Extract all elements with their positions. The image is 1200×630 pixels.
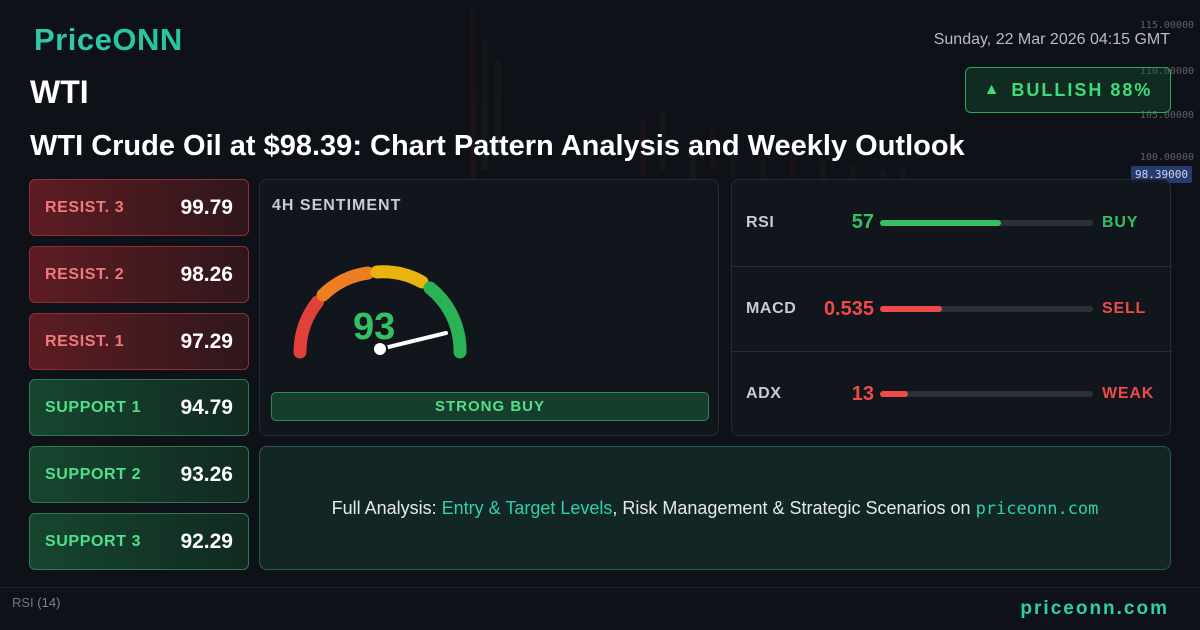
level-value: 94.79 xyxy=(180,395,233,419)
bias-badge: ▲ BULLISH 88% xyxy=(965,67,1171,113)
sentiment-signal: STRONG BUY xyxy=(271,392,709,421)
indicator-value: 0.535 xyxy=(823,297,874,320)
level-support-2: SUPPORT 2 93.26 xyxy=(29,446,249,503)
level-label: SUPPORT 2 xyxy=(45,465,142,483)
rsi-label: RSI xyxy=(12,595,34,610)
last-price-tag: 98.39000 xyxy=(1131,166,1192,183)
indicator-bar xyxy=(880,391,1093,397)
full-analysis-banner[interactable]: Full Analysis: Entry & Target Levels, Ri… xyxy=(259,446,1171,570)
level-label: SUPPORT 3 xyxy=(45,532,142,550)
indicator-name: RSI xyxy=(746,213,775,231)
level-resistance-1: RESIST. 1 97.29 xyxy=(29,313,249,370)
sentiment-score: 93 xyxy=(353,306,396,348)
level-support-1: SUPPORT 1 94.79 xyxy=(29,379,249,436)
indicator-bar-fill xyxy=(880,391,908,397)
indicator-name: ADX xyxy=(746,385,782,402)
gauge-arc-yellow xyxy=(370,265,429,289)
indicators-panel: RSI 57 BUY MACD 0.535 SELL ADX 13 WEAK xyxy=(731,179,1172,436)
level-value: 92.29 xyxy=(180,529,233,553)
axis-label: 105.00000 xyxy=(1139,110,1194,121)
level-value: 99.79 xyxy=(180,195,233,219)
indicator-bar-fill xyxy=(880,306,942,312)
gauge-arc-red xyxy=(293,295,324,359)
indicator-bar xyxy=(880,219,1093,226)
timestamp: Sunday, 22 Mar 2026 04:15 GMT xyxy=(933,31,1170,48)
indicator-row-adx: ADX 13 WEAK xyxy=(732,351,1172,436)
level-value: 97.29 xyxy=(180,329,233,353)
page-title: WTI Crude Oil at $98.39: Chart Pattern A… xyxy=(30,130,965,162)
gauge-arc-green xyxy=(423,281,467,359)
indicator-row-macd: MACD 0.535 SELL xyxy=(732,266,1172,351)
level-label: RESIST. 1 xyxy=(45,332,125,350)
cta-site-link[interactable]: priceonn.com xyxy=(975,498,1099,519)
sentiment-gauge xyxy=(293,265,467,359)
axis-label: 100.00000 xyxy=(1139,152,1194,163)
cta-highlight: Entry & Target Levels xyxy=(441,497,613,518)
indicator-bar-fill xyxy=(880,219,1002,226)
indicator-row-rsi: RSI 57 BUY xyxy=(732,180,1172,265)
level-support-3: SUPPORT 3 92.29 xyxy=(29,513,249,570)
level-label: RESIST. 2 xyxy=(45,265,125,283)
footer-site-link[interactable]: priceonn.com xyxy=(1020,598,1169,619)
level-resistance-2: RESIST. 2 98.26 xyxy=(29,246,249,303)
cta-middle: , Risk Management & Strategic Scenarios … xyxy=(612,497,976,518)
level-label: SUPPORT 1 xyxy=(45,398,142,416)
brand-logo: PriceONN xyxy=(34,22,183,58)
indicator-name: MACD xyxy=(746,300,797,317)
divider xyxy=(0,587,1200,588)
brand-name-part: ONN xyxy=(112,22,183,57)
instrument-symbol: WTI xyxy=(30,74,89,110)
rsi-pane-label: RSI (14) xyxy=(12,595,60,610)
sentiment-title: 4H SENTIMENT xyxy=(272,197,402,214)
indicator-signal: WEAK xyxy=(1102,385,1155,402)
level-value: 93.26 xyxy=(180,462,233,486)
gauge-needle xyxy=(378,331,448,351)
rsi-period: (14) xyxy=(37,595,61,610)
indicator-bar xyxy=(880,306,1093,312)
triangle-up-icon: ▲ xyxy=(983,81,1002,98)
indicator-signal: BUY xyxy=(1102,213,1139,231)
axis-label: 115.00000 xyxy=(1139,20,1194,31)
indicator-value: 13 xyxy=(851,382,874,405)
level-resistance-3: RESIST. 3 99.79 xyxy=(29,179,249,236)
indicator-signal: SELL xyxy=(1102,300,1147,317)
indicator-value: 57 xyxy=(851,211,874,233)
gauge-arc-orange xyxy=(316,266,375,302)
brand-name-part: Price xyxy=(34,22,113,57)
bias-label: BULLISH 88% xyxy=(1011,79,1153,100)
gauge-pivot xyxy=(372,341,388,357)
level-label: RESIST. 3 xyxy=(45,198,125,216)
cta-prefix: Full Analysis: xyxy=(331,497,442,518)
level-value: 98.26 xyxy=(180,262,233,286)
sentiment-panel: 4H SENTIMENT 93 STRONG BUY xyxy=(259,179,719,436)
